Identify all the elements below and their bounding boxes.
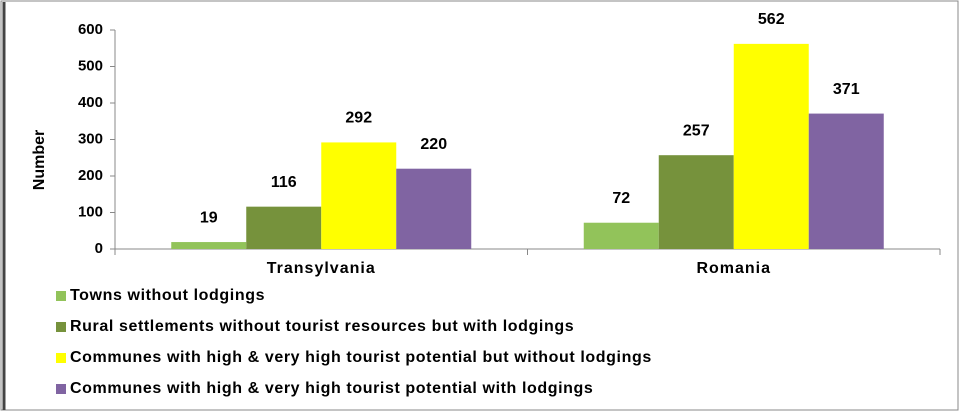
data-label: 116 <box>271 174 297 191</box>
y-tick-label: 400 <box>78 94 103 111</box>
bar <box>171 242 247 249</box>
legend-swatch <box>56 291 66 301</box>
data-label: 562 <box>758 11 785 28</box>
bar <box>321 142 397 249</box>
y-tick-label: 600 <box>78 21 103 38</box>
bar <box>733 43 809 250</box>
legend-swatch <box>56 322 66 332</box>
bar <box>583 222 659 249</box>
legend-label: Towns without lodgings <box>70 287 265 304</box>
legend-label: Communes with high & very high tourist p… <box>70 349 652 366</box>
legend-label: Communes with high & very high tourist p… <box>70 380 593 397</box>
bar <box>808 113 884 250</box>
legend-swatch <box>56 384 66 394</box>
data-label: 19 <box>200 209 218 226</box>
legend-label: Rural settlements without tourist resour… <box>70 318 574 335</box>
y-tick-label: 500 <box>78 57 103 74</box>
data-label: 292 <box>345 110 372 127</box>
x-tick-label: Romania <box>696 260 771 277</box>
data-label: 371 <box>833 81 860 98</box>
data-label: 257 <box>683 122 710 139</box>
y-tick-label: 100 <box>78 203 103 220</box>
bar <box>396 168 472 249</box>
data-label: 220 <box>420 136 447 153</box>
y-tick-label: 200 <box>78 167 103 184</box>
data-label: 72 <box>612 190 630 207</box>
x-tick-label: Transylvania <box>267 260 376 277</box>
legend-swatch <box>56 353 66 363</box>
y-tick-label: 300 <box>78 130 103 147</box>
y-axis-label: Number <box>31 130 48 190</box>
y-tick-label: 0 <box>95 240 103 257</box>
bar <box>246 206 322 249</box>
bar <box>658 155 734 249</box>
